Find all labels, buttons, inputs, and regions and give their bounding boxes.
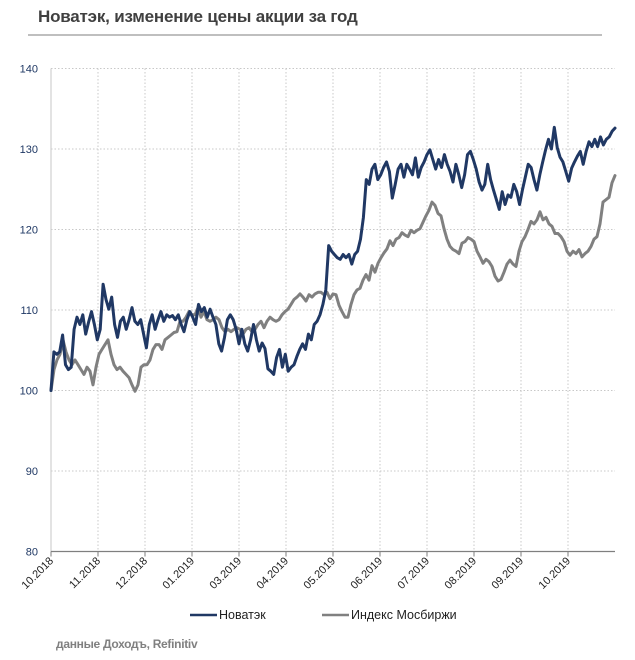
y-tick-label: 140 (20, 64, 38, 76)
series-line-moex (49, 174, 617, 393)
y-tick-label: 120 (20, 225, 38, 237)
title-divider (28, 34, 602, 36)
y-axis-ticks: 80 90 100 110 120 130 140 (20, 64, 38, 559)
y-tick-label: 130 (20, 144, 38, 156)
series-line-novatek (49, 125, 617, 392)
x-tick-label: 04.2019 (255, 555, 292, 592)
legend-label-moex: Индекс Мосбиржи (351, 608, 457, 622)
y-tick-label: 80 (26, 547, 38, 559)
x-tick-label: 03.2019 (208, 555, 245, 592)
x-tick-label: 01.2019 (161, 555, 198, 592)
y-tick-label: 100 (20, 386, 38, 398)
source-note: данные Доходъ, Refinitiv (56, 637, 198, 651)
x-tick-label: 10.2019 (537, 555, 574, 592)
x-tick-label: 05.2019 (302, 555, 339, 592)
legend: Новатэк Индекс Мосбиржи (190, 608, 457, 622)
x-tick-label: 12.2018 (114, 555, 151, 592)
chart-title: Новатэк, изменение цены акции за год (38, 7, 358, 26)
x-tick-label: 08.2019 (443, 555, 480, 592)
x-tick-label: 11.2018 (67, 555, 103, 591)
x-tick-label: 09.2019 (490, 555, 527, 592)
x-axis-ticks: 10.2018 11.2018 12.2018 01.2019 03.2019 04.20… (20, 551, 574, 592)
legend-label-novatek: Новатэк (219, 608, 266, 622)
x-tick-label: 07.2019 (396, 555, 433, 592)
gridlines (51, 68, 615, 552)
series-lines (49, 125, 617, 393)
y-tick-label: 90 (26, 466, 38, 478)
y-tick-label: 110 (20, 305, 38, 317)
x-tick-label: 10.2018 (20, 555, 57, 592)
x-tick-label: 06.2019 (349, 555, 386, 592)
